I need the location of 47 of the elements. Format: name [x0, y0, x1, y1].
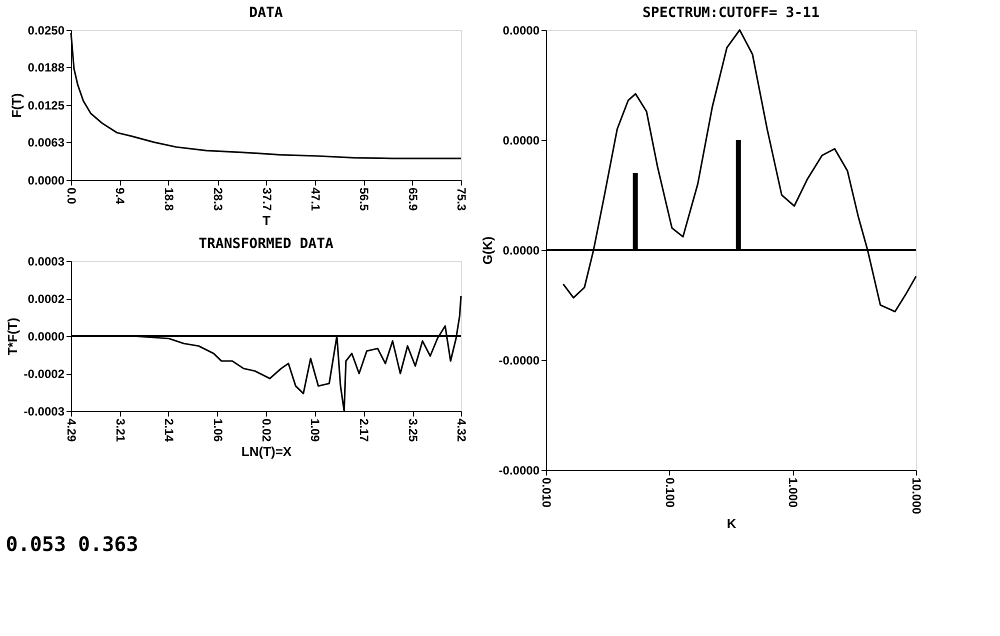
y-axis-title: F(T) [8, 93, 24, 118]
x-tick-label: 47.1 [308, 188, 322, 212]
text: -0.0000 [498, 464, 540, 478]
text: 0.0000 [502, 134, 540, 148]
x-tick-label: 1.000 [786, 478, 800, 508]
y-tick-label: 0.0002 [28, 292, 65, 306]
x-tick-label: 1.09 [308, 418, 322, 442]
chart-title: SPECTRUM:CUTOFF= 3-11 [642, 5, 820, 21]
x-tick-label: 0.100 [662, 478, 677, 508]
y-tick-label: 0.0003 [28, 254, 65, 268]
x-tick-label: 0.010 [540, 478, 554, 508]
x-tick-label: 3.21 [113, 418, 128, 442]
x-tick-label: 4.32 [454, 418, 468, 442]
x-tick-label: 18.8 [162, 188, 176, 212]
x-tick-label: 10.000 [910, 478, 924, 515]
chart-title: TRANSFORMED DATA [198, 236, 334, 252]
y-tick-label: 0.0063 [28, 136, 65, 150]
y-tick-label: 0.0000 [28, 330, 65, 344]
x-tick-label: 4.29 [64, 418, 78, 442]
y-tick-label: 0.0188 [28, 60, 65, 75]
x-tick-label: 75.3 [454, 188, 468, 212]
y-tick-label: 0.0125 [28, 98, 65, 112]
x-tick-label: 65.9 [406, 188, 420, 212]
y-axis-title: T*F(T) [4, 318, 20, 356]
x-tick-label: 3.25 [406, 418, 420, 442]
x-axis-title: K [726, 516, 737, 532]
text: 0.0000 [502, 24, 540, 38]
x-tick-label: 0.0 [64, 188, 78, 205]
y-tick-label: -0.0002 [24, 367, 65, 381]
x-tick-label: 9.4 [113, 188, 128, 205]
y-tick-label: -0.0003 [24, 404, 65, 418]
x-tick-label: 2.17 [357, 418, 372, 442]
y-tick-label: 0.0000 [28, 174, 65, 188]
x-tick-label: 28.3 [211, 188, 226, 212]
text: -0.0000 [498, 354, 540, 368]
text: 0.0000 [502, 244, 540, 258]
x-axis-title: LN(T)=X [241, 444, 292, 459]
x-axis-title: T [262, 212, 271, 228]
x-tick-label: 56.5 [357, 188, 372, 212]
x-tick-label: 1.06 [210, 418, 225, 442]
x-tick-label: 0.02 [260, 418, 274, 442]
y-tick-label: 0.0250 [28, 24, 65, 38]
x-tick-label: 2.14 [162, 418, 176, 442]
text: 0.053 0.363 [6, 532, 138, 556]
y-axis-title: G(K) [480, 236, 495, 265]
chart-title: DATA [249, 5, 284, 21]
x-tick-label: 37.7 [260, 188, 274, 212]
